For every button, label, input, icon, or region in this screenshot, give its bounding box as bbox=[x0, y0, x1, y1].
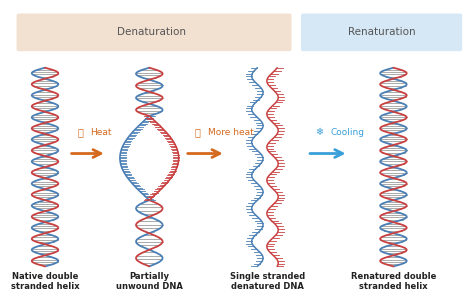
FancyBboxPatch shape bbox=[17, 14, 292, 51]
Text: Denaturation: Denaturation bbox=[117, 26, 186, 37]
FancyBboxPatch shape bbox=[301, 14, 462, 51]
Text: Native double
stranded helix: Native double stranded helix bbox=[11, 272, 79, 291]
Text: Renatured double
stranded helix: Renatured double stranded helix bbox=[351, 272, 436, 291]
Text: Heat: Heat bbox=[90, 128, 111, 137]
Text: Cooling: Cooling bbox=[330, 128, 364, 137]
Text: 🌡: 🌡 bbox=[77, 127, 83, 137]
Text: Single stranded
denatured DNA: Single stranded denatured DNA bbox=[230, 272, 305, 291]
Text: Partially
unwound DNA: Partially unwound DNA bbox=[116, 272, 183, 291]
Text: ❄: ❄ bbox=[315, 127, 323, 137]
Text: Renaturation: Renaturation bbox=[348, 26, 415, 37]
Text: 🌡: 🌡 bbox=[195, 127, 201, 137]
Text: More heat: More heat bbox=[208, 128, 254, 137]
